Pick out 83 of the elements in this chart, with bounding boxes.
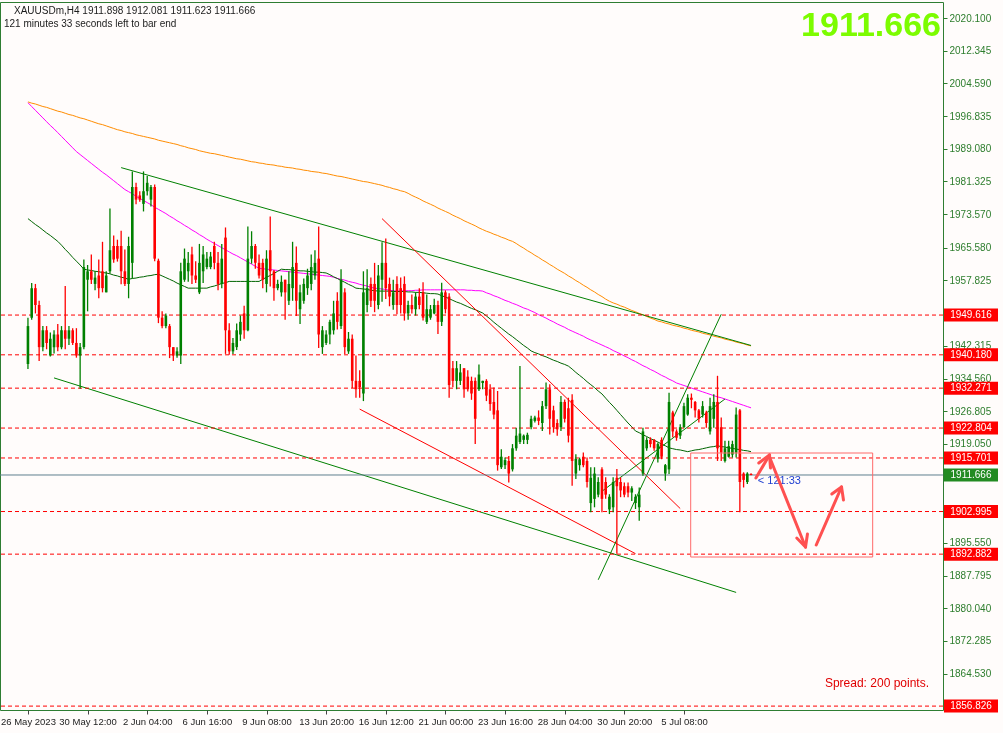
candlestick bbox=[459, 363, 462, 386]
y-tick-label: 1872.285 bbox=[949, 635, 992, 647]
y-tick-label: 1880.040 bbox=[949, 602, 992, 614]
x-tick-label: 21 Jun 00:00 bbox=[418, 715, 474, 727]
y-tick-label: 2012.345 bbox=[949, 45, 992, 57]
candlestick bbox=[291, 241, 294, 302]
candlestick bbox=[49, 331, 52, 358]
y-tick-label: 1996.835 bbox=[949, 110, 992, 122]
candlestick bbox=[265, 249, 268, 294]
line-series bbox=[27, 101, 752, 347]
candlestick bbox=[101, 241, 104, 294]
y-tick-label: 1919.050 bbox=[949, 438, 992, 450]
candlestick bbox=[280, 274, 283, 298]
candlestick bbox=[500, 448, 503, 470]
x-tick-label: 30 Jun 20:00 bbox=[597, 715, 653, 727]
candlestick bbox=[429, 304, 432, 321]
y-tick-label: 1973.570 bbox=[949, 208, 992, 220]
y-tick-label: 1965.580 bbox=[949, 242, 992, 254]
text: Spread: 200 points. bbox=[824, 676, 929, 690]
candlestick bbox=[235, 322, 238, 351]
line-series bbox=[27, 102, 752, 409]
y-tick-label: 1957.825 bbox=[949, 274, 992, 286]
ref-line-label: 1932.271 bbox=[950, 382, 993, 394]
x-tick-label: 30 May 12:00 bbox=[59, 715, 117, 727]
x-tick-label: 23 Jun 16:00 bbox=[478, 715, 534, 727]
x-tick-label: 9 Jun 08:00 bbox=[242, 715, 292, 727]
y-tick-label: 1864.530 bbox=[949, 668, 992, 680]
annotation: 121 minutes 33 seconds left to bar end bbox=[4, 18, 177, 29]
candlestick bbox=[373, 262, 376, 313]
candlestick bbox=[596, 476, 600, 498]
x-tick-label: 2 Jun 04:00 bbox=[122, 715, 173, 727]
candlestick bbox=[537, 409, 540, 426]
text: 1911.666 bbox=[801, 5, 941, 43]
chart-title: XAUUSDm,H4 1911.898 1912.081 1911.623 1911.666 bbox=[14, 5, 256, 16]
candlestick bbox=[90, 253, 93, 285]
candlestick bbox=[186, 251, 190, 283]
candlestick bbox=[593, 466, 596, 508]
ref-line-label: 1911.666 bbox=[950, 468, 992, 480]
x-tick-label: 13 Jun 20:00 bbox=[299, 715, 355, 727]
y-tick-label: 1895.550 bbox=[949, 537, 992, 549]
ref-line-label: 1922.804 bbox=[950, 422, 993, 434]
candlestick bbox=[578, 456, 581, 472]
candlestick bbox=[112, 234, 115, 264]
candlestick bbox=[209, 251, 212, 270]
candlestick bbox=[309, 253, 313, 291]
y-tick-label: 1934.560 bbox=[949, 373, 992, 384]
y-tick-label: 1981.325 bbox=[949, 175, 992, 187]
candlestick bbox=[347, 331, 350, 355]
candlestick bbox=[142, 170, 145, 213]
candlestick bbox=[690, 392, 693, 409]
candlestick bbox=[261, 258, 265, 289]
candlestick bbox=[60, 325, 63, 350]
x-tick-label: 6 Jun 16:00 bbox=[182, 715, 233, 727]
candlestick bbox=[634, 493, 637, 510]
candlestick bbox=[526, 432, 529, 445]
x-tick-label: 26 May 2023 bbox=[0, 715, 56, 727]
y-tick-label: 2004.590 bbox=[949, 77, 992, 89]
candlestick bbox=[414, 291, 417, 317]
ref-line-label: 1892.882 bbox=[950, 548, 993, 560]
x-tick-label: 16 Jun 12:00 bbox=[358, 715, 414, 727]
candlestick bbox=[56, 323, 60, 353]
ref-line-label: 1949.616 bbox=[950, 309, 993, 321]
candlestick bbox=[455, 360, 458, 390]
candlestick bbox=[511, 443, 514, 473]
y-tick-label: 1887.795 bbox=[949, 570, 992, 582]
candlestick bbox=[321, 325, 324, 355]
y-tick-label: 1989.080 bbox=[949, 143, 992, 155]
x-tick-label: 28 Jun 04:00 bbox=[537, 715, 593, 727]
candlestick bbox=[362, 270, 365, 402]
candlestick bbox=[637, 486, 641, 522]
candlestick bbox=[649, 436, 652, 449]
candlestick bbox=[45, 325, 48, 350]
candlestick bbox=[425, 293, 429, 325]
candlestick bbox=[391, 279, 395, 311]
ref-line-label: 1940.180 bbox=[950, 348, 993, 360]
ref-line-label: 1902.995 bbox=[950, 505, 993, 517]
x-tick-label: 5 Jul 08:00 bbox=[661, 715, 708, 727]
ref-line-label: 1856.826 bbox=[950, 700, 993, 712]
candlestick bbox=[97, 258, 101, 299]
y-tick-label: 2020.100 bbox=[949, 12, 992, 24]
y-tick-label: 1926.805 bbox=[949, 405, 992, 417]
ref-line-label: 1915.701 bbox=[950, 451, 993, 463]
candlestick bbox=[198, 243, 201, 295]
